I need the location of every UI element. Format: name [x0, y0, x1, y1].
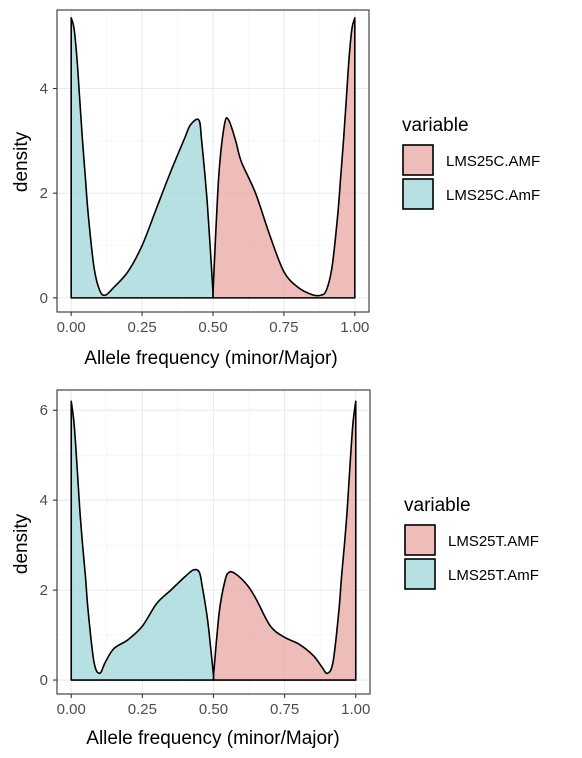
legend: variable LMS25T.AMF LMS25T.AmF [404, 495, 539, 590]
density-area-LMS25C.AmF [70, 17, 214, 299]
density-area-LMS25C.AMF [212, 17, 356, 299]
x-tick-label: 0.00 [57, 701, 86, 718]
x-tick-label: 0.00 [57, 319, 86, 336]
y-tick-label: 2 [40, 582, 48, 599]
density-areas [70, 17, 356, 299]
y-tick-label: 2 [40, 185, 48, 202]
x-axis-title: Allele frequency (minor/Major) [86, 728, 339, 749]
x-tick-label: 0.25 [127, 319, 156, 336]
x-tick-label: 0.75 [269, 319, 298, 336]
x-tick-label: 0.75 [270, 701, 299, 718]
chart-panel-bottom: 0.00 0.25 0.50 0.75 1.00 0 2 4 6 Allele frequenc… [11, 389, 539, 749]
legend-keys: LMS25C.AMF LMS25C.AmF [402, 144, 540, 210]
axis-ticks: 0.00 0.25 0.50 0.75 1.00 0 2 4 [40, 9, 370, 336]
grid-lines [57, 10, 369, 312]
legend-label: LMS25C.AMF [446, 153, 540, 170]
y-tick-label: 4 [40, 492, 48, 509]
legend-swatch-LMS25T.AmF [404, 558, 436, 590]
legend-label: LMS25C.AmF [446, 187, 540, 204]
grid-lines [57, 390, 370, 694]
legend-title: variable [404, 495, 471, 516]
x-tick-label: 0.25 [128, 701, 157, 718]
legend-label: LMS25T.AMF [448, 533, 539, 550]
density-area-LMS25T.AMF [212, 400, 357, 681]
legend-swatch-LMS25C.AMF [402, 144, 434, 176]
y-tick-label: 4 [40, 81, 48, 98]
x-tick-label: 1.00 [340, 319, 369, 336]
y-tick-label: 0 [40, 672, 48, 689]
y-axis-title: density [11, 513, 32, 574]
y-axis-title: density [11, 131, 32, 192]
density-area-LMS25T.AmF [70, 400, 215, 681]
x-tick-label: 0.50 [198, 319, 227, 336]
x-tick-label: 1.00 [341, 701, 370, 718]
y-tick-label: 6 [40, 402, 48, 419]
legend-label: LMS25T.AmF [448, 567, 539, 584]
density-areas [70, 400, 357, 681]
legend-title: variable [402, 115, 469, 136]
legend: variable LMS25C.AMF LMS25C.AmF [402, 115, 540, 210]
y-tick-label: 0 [40, 290, 48, 307]
x-axis-title: Allele frequency (minor/Major) [84, 348, 337, 369]
legend-swatch-LMS25T.AMF [404, 524, 436, 556]
chart-panel-top: 0.00 0.25 0.50 0.75 1.00 0 2 4 Allele frequency… [11, 9, 540, 369]
axis-ticks: 0.00 0.25 0.50 0.75 1.00 0 2 4 6 [40, 389, 371, 718]
legend-swatch-LMS25C.AmF [402, 178, 434, 210]
x-tick-label: 0.50 [199, 701, 228, 718]
legend-keys: LMS25T.AMF LMS25T.AmF [404, 524, 539, 590]
